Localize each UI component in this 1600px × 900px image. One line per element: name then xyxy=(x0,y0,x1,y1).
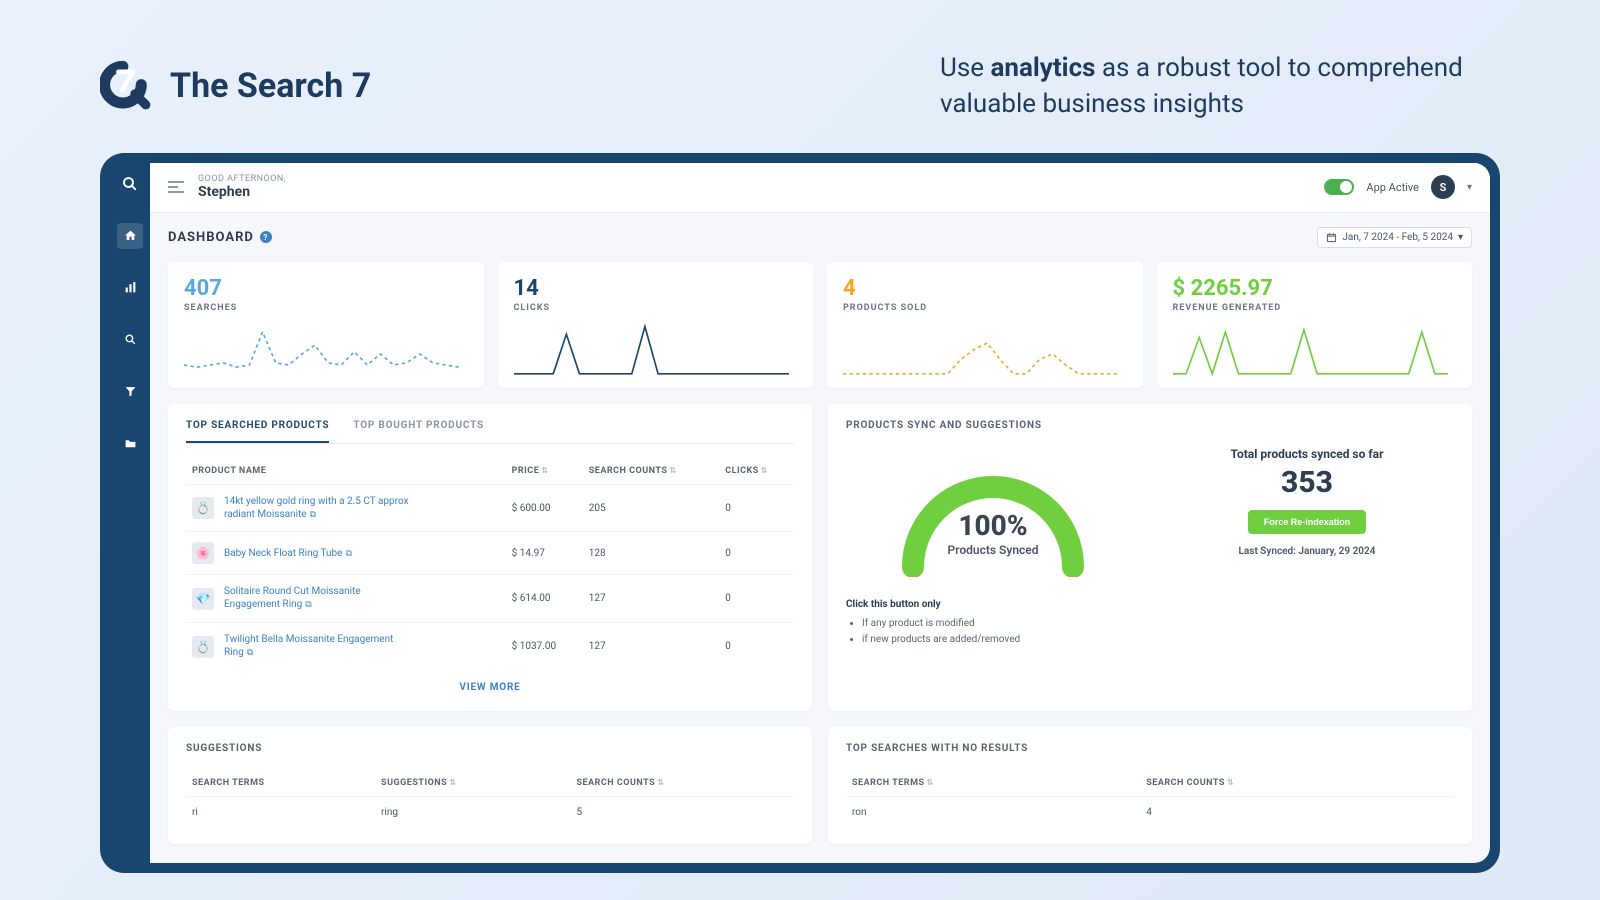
col[interactable]: SEARCH TERMS⇅ xyxy=(846,770,1140,797)
kpi-value: 4 xyxy=(843,276,1127,301)
greeting-label: GOOD AFTERNOON, xyxy=(198,174,286,184)
table-row: 💍 14kt yellow gold ring with a 2.5 CT ap… xyxy=(186,484,794,532)
product-thumb: 💍 xyxy=(192,636,214,658)
products-table: PRODUCT NAMEPRICE⇅SEARCH COUNTS⇅CLICKS⇅ … xyxy=(186,458,794,670)
product-link[interactable]: Baby Neck Float Ring Tube⧉ xyxy=(224,547,352,561)
col[interactable]: SUGGESTIONS⇅ xyxy=(375,770,570,797)
sidebar-item-filter[interactable] xyxy=(117,379,143,405)
sync-panel: PRODUCTS SYNC AND SUGGESTIONS 100% Produ… xyxy=(828,404,1472,711)
sidebar-logo-icon xyxy=(121,175,139,197)
external-link-icon: ⧉ xyxy=(345,549,351,559)
sidebar xyxy=(110,163,150,863)
main-area: GOOD AFTERNOON, Stephen App Active S ▾ D… xyxy=(150,163,1490,863)
product-thumb: 💍 xyxy=(192,497,214,519)
greeting: GOOD AFTERNOON, Stephen xyxy=(198,174,286,200)
col[interactable]: SEARCH COUNTS⇅ xyxy=(570,770,794,797)
product-link[interactable]: Solitaire Round Cut Moissanite Engagemen… xyxy=(224,585,414,612)
gauge-label: Products Synced xyxy=(846,543,1140,557)
reindex-button[interactable]: Force Re-indexation xyxy=(1248,510,1367,534)
table-row: 🌸 Baby Neck Float Ring Tube⧉ $ 14.97 128… xyxy=(186,532,794,575)
suggestions-panel: SUGGESTIONS SEARCH TERMSSUGGESTIONS⇅SEAR… xyxy=(168,727,812,844)
product-link[interactable]: 14kt yellow gold ring with a 2.5 CT appr… xyxy=(224,495,414,522)
date-range-picker[interactable]: Jan, 7 2024 - Feb, 5 2024 ▾ xyxy=(1317,227,1472,248)
brand-name: The Search 7 xyxy=(170,66,371,106)
app-active-label: App Active xyxy=(1366,181,1419,194)
kpi-value: $ 2265.97 xyxy=(1173,276,1457,301)
page-title: DASHBOARD ? xyxy=(168,230,272,245)
last-synced: Last Synced: January, 29 2024 xyxy=(1160,546,1454,557)
product-thumb: 💎 xyxy=(192,588,214,610)
table-row: ron4 xyxy=(846,796,1454,828)
table-row: 💍 Twilight Bella Moissanite Engagement R… xyxy=(186,623,794,670)
info-icon[interactable]: ? xyxy=(260,231,272,243)
sidebar-item-folder[interactable] xyxy=(117,431,143,457)
col-1[interactable]: PRICE⇅ xyxy=(506,458,583,485)
kpi-card-2: 4 PRODUCTS SOLD xyxy=(827,262,1143,388)
sync-total-count: 353 xyxy=(1160,465,1454,500)
sync-gauge: 100% Products Synced xyxy=(846,447,1140,581)
greeting-name: Stephen xyxy=(198,184,286,200)
product-link[interactable]: Twilight Bella Moissanite Engagement Rin… xyxy=(224,633,414,660)
sparkline xyxy=(843,321,1118,376)
external-link-icon: ⧉ xyxy=(310,510,316,520)
chevron-down-icon: ▾ xyxy=(1458,232,1463,243)
col-2[interactable]: SEARCH COUNTS⇅ xyxy=(583,458,719,485)
kpi-value: 407 xyxy=(184,276,468,301)
sidebar-item-analytics[interactable] xyxy=(117,275,143,301)
external-link-icon: ⧉ xyxy=(305,600,311,610)
sync-title: PRODUCTS SYNC AND SUGGESTIONS xyxy=(846,420,1454,431)
menu-icon[interactable] xyxy=(168,178,184,197)
table-row: 💎 Solitaire Round Cut Moissanite Engagem… xyxy=(186,575,794,623)
kpi-label: REVENUE GENERATED xyxy=(1173,303,1457,313)
topbar: GOOD AFTERNOON, Stephen App Active S ▾ xyxy=(150,163,1490,213)
no-results-title: TOP SEARCHES WITH NO RESULTS xyxy=(846,743,1454,754)
no-results-table: SEARCH TERMS⇅SEARCH COUNTS⇅ ron4 xyxy=(846,770,1454,828)
marketing-header: The Search 7 Use analytics as a robust t… xyxy=(0,0,1600,153)
no-results-panel: TOP SEARCHES WITH NO RESULTS SEARCH TERM… xyxy=(828,727,1472,844)
col[interactable]: SEARCH TERMS xyxy=(186,770,375,797)
kpi-label: CLICKS xyxy=(514,303,798,313)
product-tabs: TOP SEARCHED PRODUCTS TOP BOUGHT PRODUCTS xyxy=(186,420,794,444)
kpi-card-0: 407 SEARCHES xyxy=(168,262,484,388)
suggestions-table: SEARCH TERMSSUGGESTIONS⇅SEARCH COUNTS⇅ r… xyxy=(186,770,794,828)
kpi-label: SEARCHES xyxy=(184,303,468,313)
product-thumb: 🌸 xyxy=(192,542,214,564)
app-active-toggle[interactable] xyxy=(1324,179,1354,195)
kpi-label: PRODUCTS SOLD xyxy=(843,303,1127,313)
sidebar-item-home[interactable] xyxy=(117,223,143,249)
chevron-down-icon[interactable]: ▾ xyxy=(1467,182,1472,193)
brand-logo: The Search 7 xyxy=(100,59,371,114)
col-3[interactable]: CLICKS⇅ xyxy=(719,458,794,485)
view-more-button[interactable]: VIEW MORE xyxy=(186,670,794,695)
sparkline xyxy=(184,321,459,376)
kpi-row: 407 SEARCHES 14 CLICKS 4 PRODUCTS SOLD $… xyxy=(168,262,1472,388)
col-0[interactable]: PRODUCT NAME xyxy=(186,458,506,485)
table-row: riring5 xyxy=(186,796,794,828)
gauge-percent: 100% xyxy=(846,509,1140,542)
suggestions-title: SUGGESTIONS xyxy=(186,743,794,754)
sparkline xyxy=(1173,321,1448,376)
tagline: Use analytics as a robust tool to compre… xyxy=(940,50,1500,123)
sync-total-label: Total products synced so far xyxy=(1160,447,1454,461)
tab-1[interactable]: TOP BOUGHT PRODUCTS xyxy=(353,420,484,443)
logo-icon xyxy=(100,59,155,114)
external-link-icon: ⧉ xyxy=(247,648,253,658)
kpi-value: 14 xyxy=(514,276,798,301)
sidebar-item-search[interactable] xyxy=(117,327,143,353)
app-frame: GOOD AFTERNOON, Stephen App Active S ▾ D… xyxy=(100,153,1500,873)
content: DASHBOARD ? Jan, 7 2024 - Feb, 5 2024 ▾ … xyxy=(150,213,1490,863)
sparkline xyxy=(514,321,789,376)
kpi-card-3: $ 2265.97 REVENUE GENERATED xyxy=(1157,262,1473,388)
avatar[interactable]: S xyxy=(1431,175,1455,199)
top-products-panel: TOP SEARCHED PRODUCTS TOP BOUGHT PRODUCTS… xyxy=(168,404,812,711)
sync-notes: Click this button only If any product is… xyxy=(846,599,1454,648)
kpi-card-1: 14 CLICKS xyxy=(498,262,814,388)
col[interactable]: SEARCH COUNTS⇅ xyxy=(1140,770,1454,797)
tab-0[interactable]: TOP SEARCHED PRODUCTS xyxy=(186,420,329,443)
